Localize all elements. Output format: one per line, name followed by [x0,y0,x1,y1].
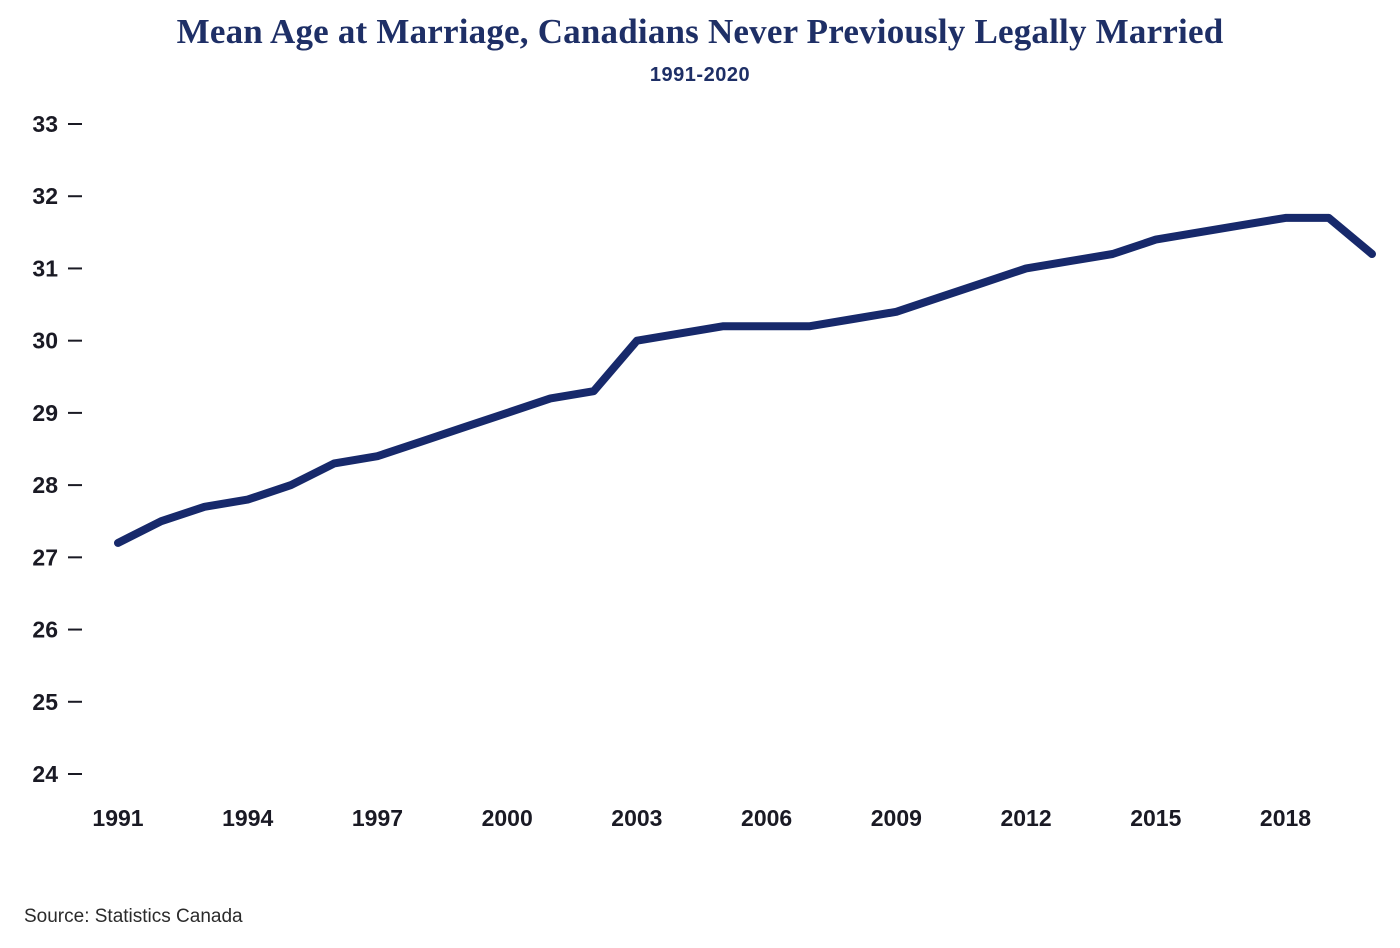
chart-header: Mean Age at Marriage, Canadians Never Pr… [0,0,1400,87]
x-tick-label: 1997 [352,805,403,831]
y-tick-label: 25 [32,689,58,715]
y-tick-label: 24 [32,761,58,787]
x-tick-label: 2018 [1260,805,1311,831]
x-tick-label: 2003 [611,805,662,831]
chart-title: Mean Age at Marriage, Canadians Never Pr… [176,12,1224,51]
x-tick-label: 1994 [222,805,273,831]
x-tick-label: 2012 [1000,805,1051,831]
y-tick-label: 27 [32,545,58,571]
data-series-line [114,214,1376,548]
line-chart: 24 25 26 27 28 29 30 31 32 33 1991 1994 1997 2000 2003… [32,111,1376,831]
y-tick-label: 28 [32,472,58,498]
x-tick-label: 2015 [1130,805,1181,831]
chart-subtitle: 1991-2020 [649,64,751,87]
y-tick-label: 26 [32,617,58,643]
x-tick-label: 1991 [92,805,143,831]
x-tick-label: 2006 [741,805,792,831]
x-tick-label: 2000 [482,805,533,831]
y-tick-label: 33 [32,111,58,137]
y-tick-label: 29 [32,400,58,426]
y-tick-label: 31 [32,256,58,282]
x-tick-label: 2009 [871,805,922,831]
y-tick-label: 30 [32,328,58,354]
source-note: Source: Statistics Canada [24,906,243,927]
y-tick-label: 32 [32,183,58,209]
